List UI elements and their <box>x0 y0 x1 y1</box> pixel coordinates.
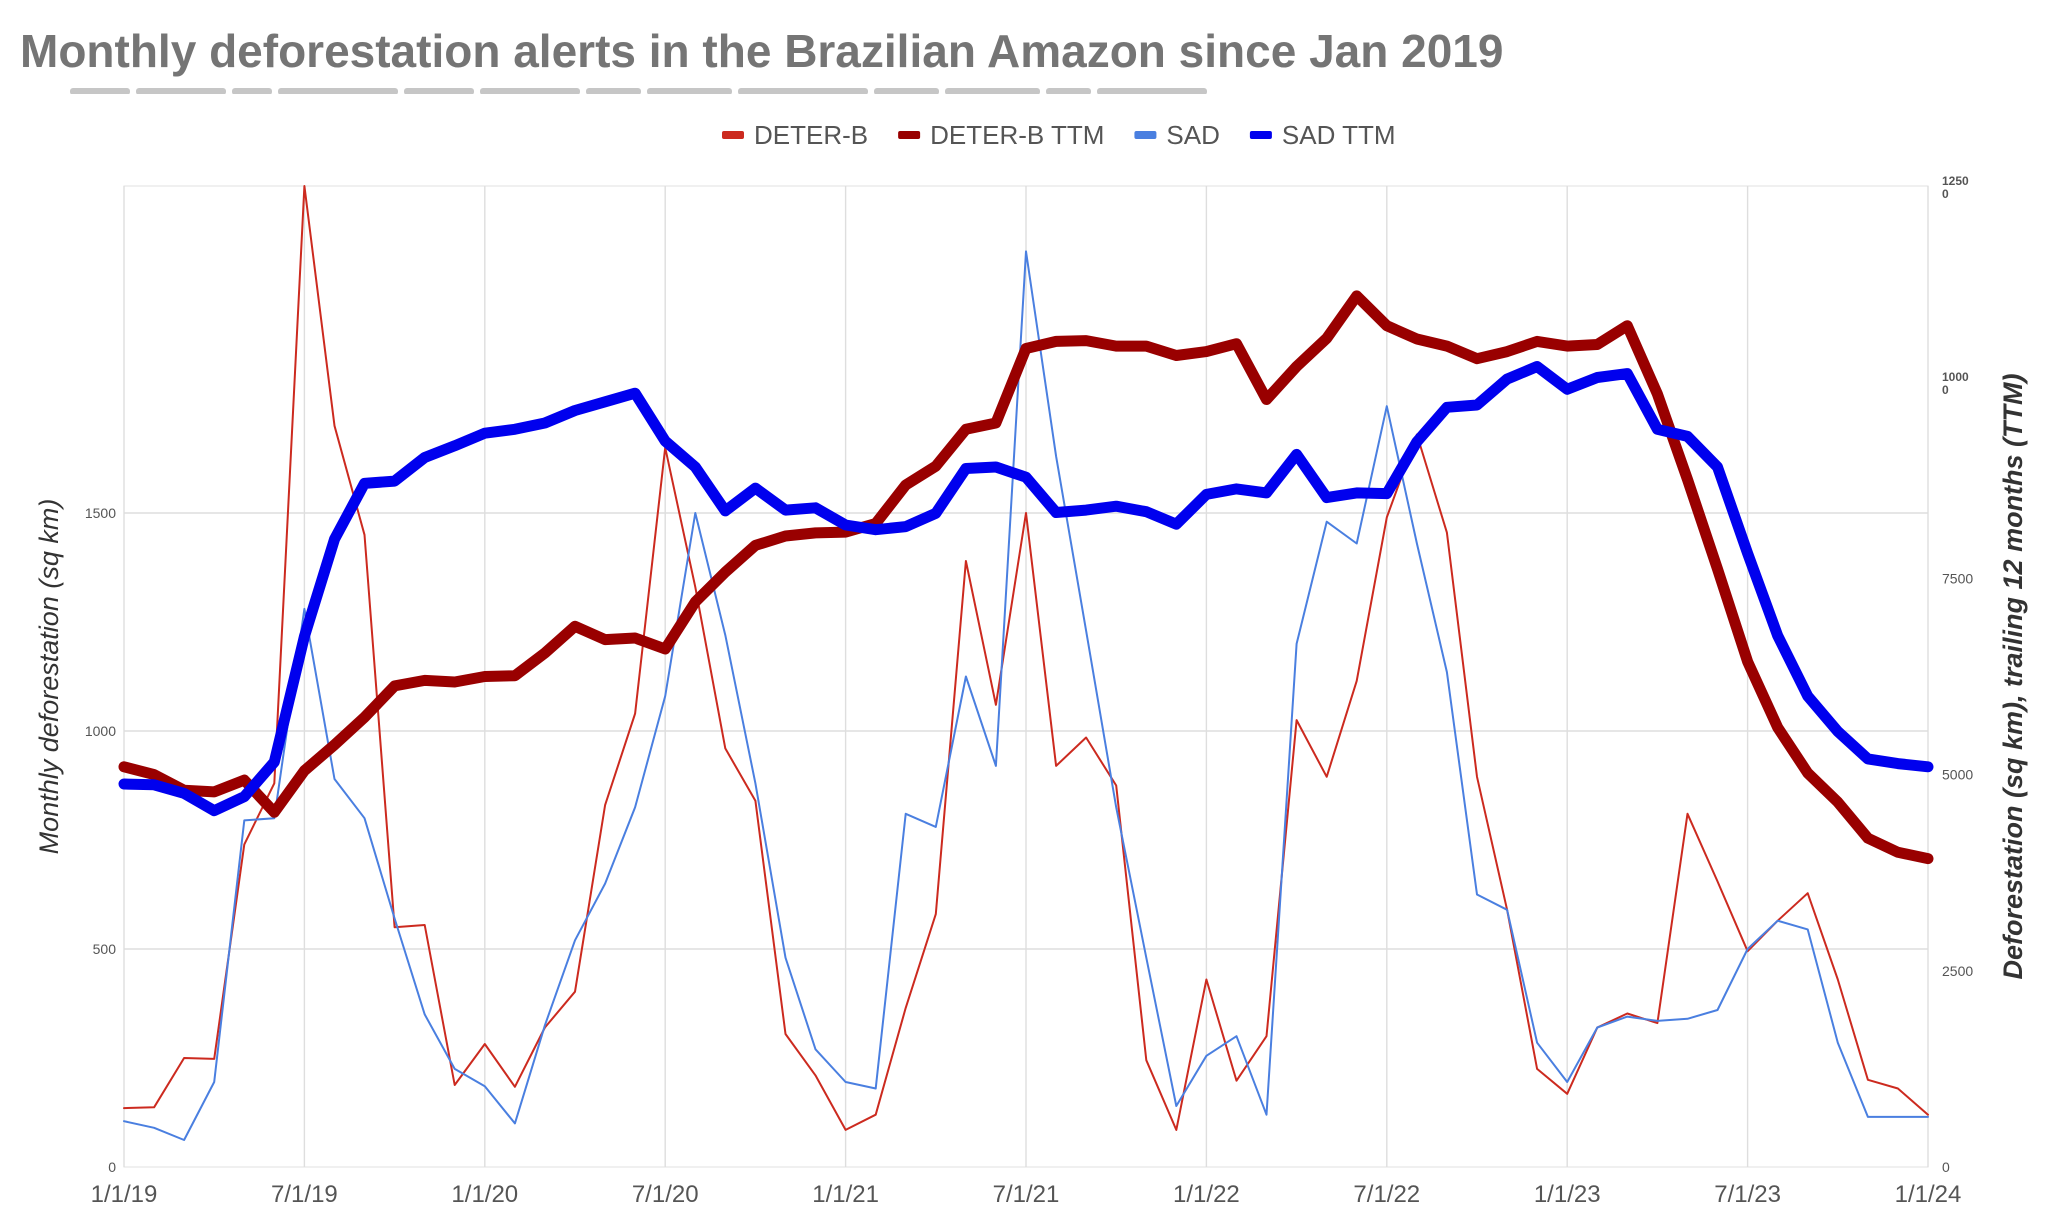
x-axis: 1/1/19 7/1/19 1/1/20 7/1/20 1/1/21 7/1/21 1/1/… <box>91 186 1962 1208</box>
y-right-tick-label: 0 <box>1942 1159 1950 1175</box>
legend-item: DETER-B TTM <box>898 120 1104 150</box>
cropped-subtitle-text <box>70 82 1250 94</box>
x-tick-label: 1/1/20 <box>451 1181 518 1208</box>
legend-swatch <box>1249 131 1272 139</box>
series-line-sad <box>123 250 1929 1141</box>
legend-label: DETER-B TTM <box>930 120 1104 150</box>
legend-swatch <box>722 131 744 139</box>
y-right-tick-label: 5000 <box>1942 767 1973 783</box>
x-tick-label: 1/1/22 <box>1173 1181 1240 1208</box>
chart-title: Monthly deforestation alerts in the Braz… <box>20 25 1504 77</box>
y-right-tick-label-suffix: 0 <box>1942 383 1949 397</box>
x-tick-label: 7/1/20 <box>632 1181 699 1208</box>
y-left-axis-title: Monthly deforestation (sq km) <box>34 499 64 855</box>
y-axis-left: 0 500 1000 1500 <box>85 505 1928 1175</box>
x-tick-label: 7/1/19 <box>271 1181 338 1208</box>
y-right-tick-label: 1250 <box>1942 174 1969 188</box>
legend-swatch <box>898 131 921 139</box>
x-tick-label: 7/1/21 <box>993 1181 1060 1208</box>
x-tick-label: 1/1/24 <box>1895 1181 1962 1208</box>
x-tick-label: 1/1/19 <box>91 1181 158 1208</box>
y-right-tick-label: 7500 <box>1942 570 1973 586</box>
legend-item: SAD TTM <box>1249 120 1396 150</box>
x-tick-label: 7/1/23 <box>1714 1181 1781 1208</box>
x-tick-label: 1/1/23 <box>1534 1181 1601 1208</box>
legend: DETER-B DETER-B TTM SAD SAD TTM <box>722 120 1396 150</box>
y-left-tick-label: 1500 <box>85 505 116 521</box>
y-left-tick-label: 500 <box>93 941 117 957</box>
legend-label: SAD TTM <box>1282 120 1396 150</box>
legend-swatch <box>1134 131 1157 139</box>
series-line-deter-b-ttm <box>118 290 1934 865</box>
y-right-tick-label: 1000 <box>1942 370 1969 384</box>
y-right-axis-title: Deforestation (sq km), trailing 12 month… <box>1998 373 2028 979</box>
legend-item: SAD <box>1134 120 1220 150</box>
legend-label: SAD <box>1166 120 1219 150</box>
y-left-tick-label: 0 <box>108 1159 116 1175</box>
series-line-sad-ttm <box>118 361 1934 817</box>
x-tick-label: 7/1/22 <box>1353 1181 1420 1208</box>
y-right-tick-label: 2500 <box>1942 963 1973 979</box>
series-line-deter-b <box>123 185 1929 1131</box>
y-right-tick-label-suffix: 0 <box>1942 187 1949 201</box>
legend-label: DETER-B <box>754 120 868 150</box>
y-left-tick-label: 1000 <box>85 723 116 739</box>
x-tick-label: 1/1/21 <box>812 1181 879 1208</box>
legend-item: DETER-B <box>722 120 868 150</box>
